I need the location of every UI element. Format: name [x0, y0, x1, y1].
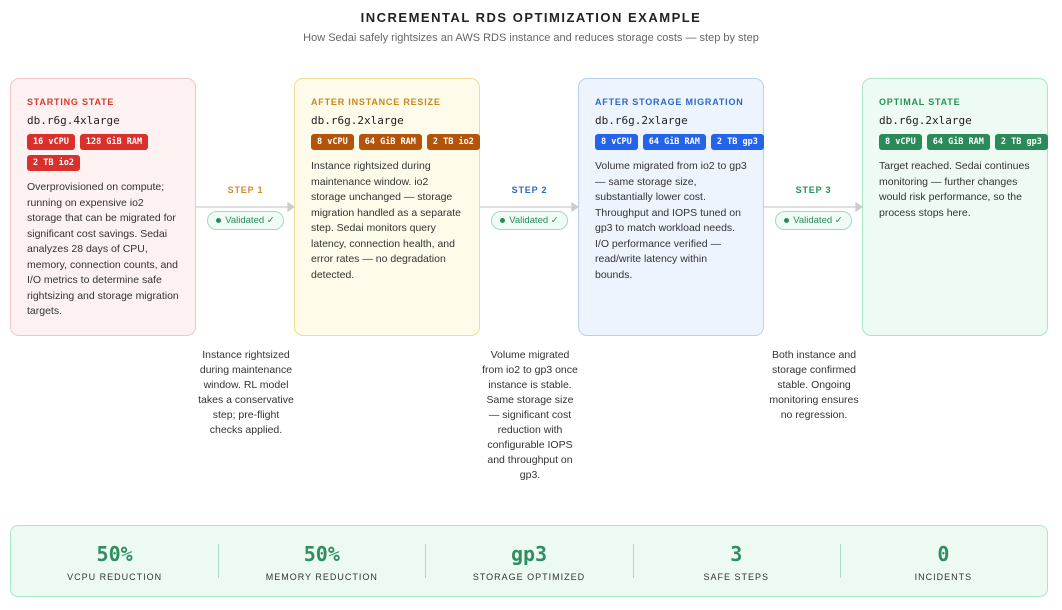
state-card: STARTING STATE db.r6g.4xlarge 16 vCPU 128 G… [10, 78, 196, 336]
status-dot [500, 217, 506, 223]
title: INCREMENTAL RDS OPTIMIZATION EXAMPLE [360, 10, 702, 25]
instance-type: db.r6g.2xlarge [879, 114, 972, 127]
spec-tag: 64 GiB RAM [642, 134, 706, 150]
tag-list: 16 vCPU 128 GiB RAM 2 TB io2 [27, 134, 197, 171]
card-description: Target reached. Sedai continues monitori… [879, 160, 1030, 219]
summary-stat: 3 SAFE STEPS [632, 526, 840, 596]
tag-list: 8 vCPU 64 GiB RAM 2 TB gp3 [595, 134, 765, 150]
step: STEP 1 Validated ✓ [197, 185, 294, 230]
status-dot [784, 217, 790, 223]
spec-tag: 2 TB gp3 [710, 134, 764, 150]
stat-value: 50% [303, 542, 340, 566]
card-label: AFTER INSTANCE RESIZE [311, 97, 441, 107]
subtitle: How Sedai safely rightsizes an AWS RDS i… [303, 32, 759, 44]
card-description: Overprovisioned on compute; running on e… [27, 181, 179, 317]
step-label: STEP 1 [227, 185, 264, 195]
status-text: Validated ✓ [509, 215, 559, 226]
spec-tag: 2 TB gp3 [994, 134, 1048, 150]
stat-value: 50% [96, 542, 133, 566]
stat-value: 3 [730, 542, 743, 566]
state-card: OPTIMAL STATE db.r6g.2xlarge 8 vCPU 64 GiB … [862, 78, 1048, 336]
tag-list: 8 vCPU 64 GiB RAM 2 TB io2 [311, 134, 481, 150]
step: STEP 2 Validated ✓ [481, 185, 578, 230]
status-pill: Validated ✓ [775, 211, 852, 230]
summary-stat: 50% VCPU REDUCTION [11, 526, 218, 596]
summary-stat: 50% MEMORY REDUCTION [218, 526, 425, 596]
stat-label: MEMORY REDUCTION [265, 572, 378, 582]
summary-bar: 50% VCPU REDUCTION 50% MEMORY REDUCTION gp3 S… [10, 525, 1048, 597]
spec-tag: 8 vCPU [311, 134, 354, 150]
summary-stat: 0 INCIDENTS [839, 526, 1047, 596]
step-note: Both instance and storage confirmed stab… [769, 349, 859, 421]
stat-value: 0 [937, 542, 950, 566]
step-label: STEP 2 [511, 185, 548, 195]
status-text: Validated ✓ [793, 215, 843, 226]
state-card: AFTER INSTANCE RESIZE db.r6g.2xlarge 8 vCP… [294, 78, 480, 336]
instance-type: db.r6g.2xlarge [311, 114, 404, 127]
summary-stat: gp3 STORAGE OPTIMIZED [425, 526, 632, 596]
tag-list: 8 vCPU 64 GiB RAM 2 TB gp3 [879, 134, 1049, 150]
state-card: AFTER STORAGE MIGRATION db.r6g.2xlarge 8 v… [578, 78, 764, 336]
status-pill: Validated ✓ [491, 211, 568, 230]
status-text: Validated ✓ [225, 215, 275, 226]
stat-label: VCPU REDUCTION [67, 572, 163, 582]
card-description: Instance rightsized during maintenance w… [311, 160, 462, 281]
card-description: Volume migrated from io2 to gp3 — same s… [595, 160, 747, 281]
card-label: AFTER STORAGE MIGRATION [595, 97, 744, 107]
spec-tag: 2 TB io2 [426, 134, 480, 150]
step: STEP 3 Validated ✓ [765, 185, 862, 230]
stat-label: INCIDENTS [914, 572, 973, 582]
stat-value: gp3 [510, 542, 548, 566]
spec-tag: 128 GiB RAM [79, 134, 149, 150]
card-label: STARTING STATE [27, 97, 115, 107]
spec-tag: 16 vCPU [27, 134, 75, 150]
instance-type: db.r6g.4xlarge [27, 114, 120, 127]
spec-tag: 2 TB io2 [27, 155, 80, 171]
stat-label: SAFE STEPS [703, 572, 769, 582]
card-label: OPTIMAL STATE [879, 97, 961, 107]
spec-tag: 64 GiB RAM [926, 134, 990, 150]
instance-type: db.r6g.2xlarge [595, 114, 688, 127]
spec-tag: 8 vCPU [879, 134, 922, 150]
stat-label: STORAGE OPTIMIZED [472, 572, 586, 582]
step-note: Instance rightsized during maintenance w… [198, 349, 294, 436]
step-note: Volume migrated from io2 to gp3 once ins… [482, 349, 578, 481]
spec-tag: 8 vCPU [595, 134, 638, 150]
step-label: STEP 3 [795, 185, 832, 195]
status-pill: Validated ✓ [207, 211, 284, 230]
status-dot [216, 217, 222, 223]
spec-tag: 64 GiB RAM [358, 134, 422, 150]
